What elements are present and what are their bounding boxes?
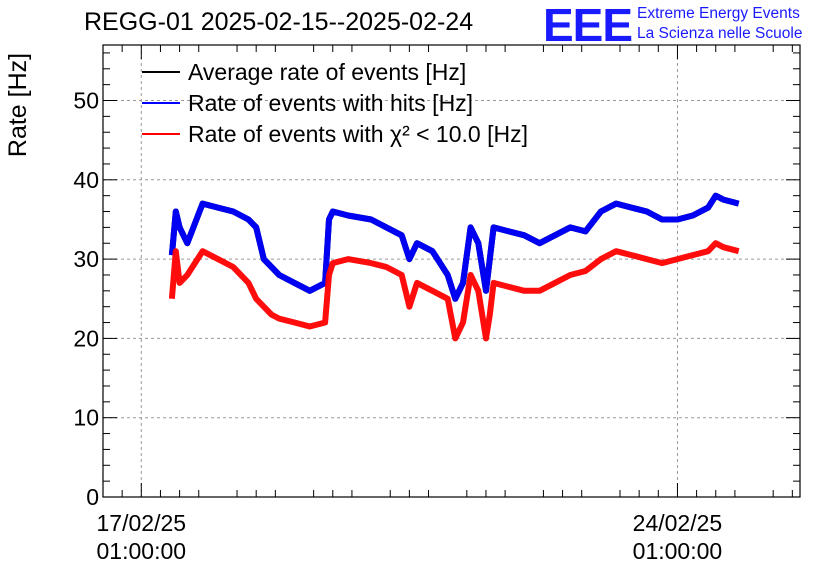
legend-label: Average rate of events [Hz] [188, 59, 466, 85]
series-lines [168, 192, 740, 342]
legend: Average rate of events [Hz] Rate of event… [142, 59, 528, 147]
y-tick-label: 50 [73, 88, 99, 114]
logo-line-1: Extreme Energy Events [637, 5, 800, 22]
y-tick-label: 20 [73, 325, 99, 351]
logo-line-2: La Scienza nelle Scuole [637, 25, 803, 42]
logo-caption: Extreme Energy Events La Scienza nelle S… [637, 4, 802, 44]
eee-logo: EEE [543, 0, 633, 51]
y-tick-label: 30 [73, 246, 99, 272]
x-tick-time: 01:00:00 [633, 538, 723, 564]
axes: 0102030405017/02/2501:00:0024/02/2501:00… [73, 45, 800, 564]
x-tick-date: 17/02/25 [97, 510, 187, 536]
x-tick-time: 01:00:00 [97, 538, 187, 564]
y-tick-label: 0 [86, 484, 99, 510]
y-tick-label: 10 [73, 405, 99, 431]
y-tick-label: 40 [73, 167, 99, 193]
legend-label: Rate of events with hits [Hz] [188, 90, 473, 116]
x-tick-date: 24/02/25 [633, 510, 723, 536]
series-line [168, 192, 740, 302]
series-line [168, 192, 740, 302]
y-axis-label: Rate [Hz] [4, 53, 32, 157]
series-line [168, 240, 740, 342]
chart-title: REGG-01 2025-02-15--2025-02-24 [84, 8, 474, 36]
plot-frame [102, 44, 801, 498]
legend-label: Rate of events with χ² < 10.0 [Hz] [188, 121, 528, 147]
